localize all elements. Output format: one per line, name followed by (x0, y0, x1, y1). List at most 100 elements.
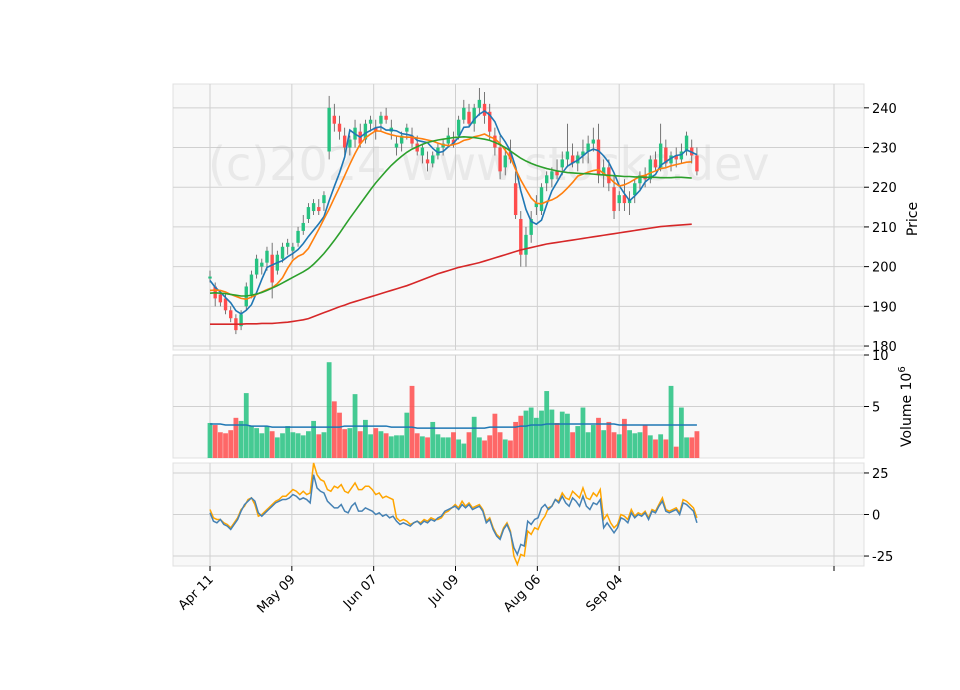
price-y-tick-label: 230 (872, 142, 897, 157)
volume-bar (316, 434, 322, 458)
volume-bar (347, 428, 353, 458)
volume-bar (487, 435, 493, 458)
volume-bar (596, 417, 601, 458)
candle-body (674, 155, 678, 160)
price-y-tick-label: 210 (872, 221, 897, 236)
volume-bar (622, 418, 627, 458)
candle-body (653, 159, 658, 168)
volume-bar (632, 433, 638, 458)
candle-body (425, 159, 430, 164)
volume-bar (388, 436, 394, 458)
candle-body (612, 187, 616, 212)
volume-bar (295, 433, 301, 458)
candle-body (374, 127, 378, 132)
volume-bar (580, 407, 586, 458)
volume-bar (306, 431, 311, 458)
x-tick-label: Sep 04 (583, 572, 626, 615)
volume-bar (637, 432, 643, 458)
candle-body (260, 262, 264, 267)
volume-bar (223, 433, 228, 458)
price-y-tick-label: 220 (872, 181, 897, 196)
candle-body (405, 127, 409, 132)
volume-bar (290, 432, 296, 458)
candle-body (348, 139, 352, 148)
candle-body (513, 183, 518, 216)
volume-bar (217, 432, 223, 458)
volume-bar (425, 437, 430, 458)
x-tick-label: Jul 09 (425, 572, 462, 609)
volume-bar (565, 413, 570, 458)
candle-body (420, 147, 425, 156)
candle-body (560, 159, 564, 168)
volume-bar (528, 407, 534, 458)
candle-body (270, 254, 274, 283)
volume-bar (471, 416, 477, 458)
volume-bar (285, 426, 291, 458)
oscillator-y-tick-label: 0 (872, 509, 880, 524)
volume-bar (559, 411, 565, 458)
candle-body (591, 139, 596, 144)
candle-body (286, 242, 290, 247)
candle-body (368, 119, 373, 124)
volume-bar (689, 437, 695, 458)
candle-body (410, 135, 414, 144)
volume-bar (321, 432, 327, 458)
volume-bar (539, 410, 544, 458)
candle-body (482, 103, 487, 116)
volume-bar (337, 412, 342, 458)
candle-body (317, 207, 321, 212)
candle-body (223, 298, 228, 311)
volume-bar (668, 385, 674, 458)
candle-body (229, 310, 233, 319)
volume-axis-label-exponent: 6 (897, 366, 908, 372)
volume-bar (259, 433, 265, 458)
volume-bar (311, 420, 316, 458)
volume-bar (590, 425, 596, 458)
volume-bar (342, 429, 348, 458)
candle-body (332, 115, 337, 124)
volume-bar (451, 432, 456, 458)
volume-bar (585, 432, 591, 458)
candle-body (451, 139, 456, 144)
x-tick-label: May 09 (254, 572, 298, 616)
candle-body (565, 151, 570, 160)
candle-body (296, 230, 300, 243)
candle-body (477, 99, 482, 108)
price-y-tick-label: 240 (872, 102, 897, 117)
volume-bar (394, 435, 399, 458)
price-y-tick-label: 200 (872, 261, 897, 276)
volume-bar (461, 443, 467, 458)
candle-body (617, 195, 621, 204)
candle-body (379, 115, 383, 124)
candle-body (498, 147, 502, 172)
candle-body (311, 203, 316, 212)
volume-bar (513, 421, 519, 458)
volume-bar (647, 435, 653, 458)
candle-body (431, 155, 435, 164)
candle-body (633, 183, 637, 196)
candle-body (291, 246, 295, 251)
volume-y-tick-label: 5 (872, 401, 880, 416)
candle-body (550, 171, 554, 180)
price-panel-background (172, 83, 865, 351)
price-y-tick-label: 190 (872, 300, 897, 315)
volume-bar (409, 385, 415, 458)
volume-bar (673, 446, 679, 458)
volume-y-tick-label: 10 (872, 349, 889, 364)
candle-body (218, 294, 223, 303)
volume-bar (508, 440, 513, 458)
candle-body (638, 175, 642, 184)
candle-body (467, 111, 471, 124)
candle-body (601, 167, 606, 176)
volume-bar (616, 434, 622, 458)
candle-body (306, 207, 311, 219)
candle-body (322, 195, 326, 204)
volume-bar (254, 428, 260, 458)
candle-body (695, 155, 699, 172)
volume-bar (549, 409, 555, 458)
volume-bar (414, 433, 420, 458)
volume-bar (653, 439, 658, 458)
volume-bar (518, 415, 524, 458)
volume-bar (694, 431, 700, 458)
gridlines (173, 84, 864, 566)
